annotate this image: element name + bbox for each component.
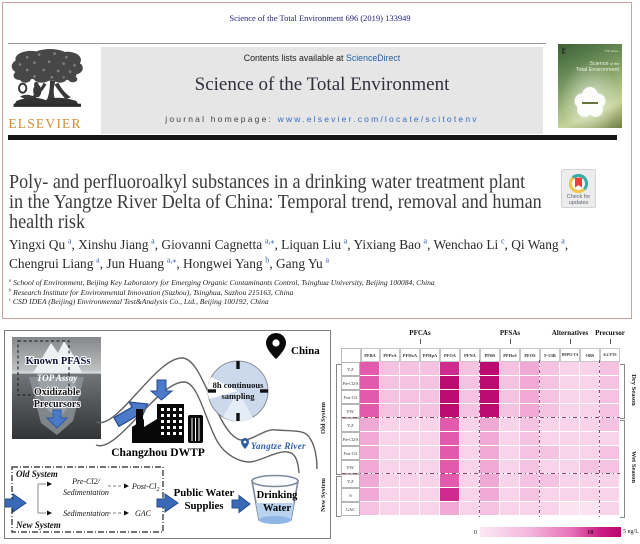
svg-text:Drinking: Drinking <box>257 490 299 501</box>
svg-text:Sedimentation: Sedimentation <box>63 488 109 497</box>
svg-text:Science of the: Science of the <box>589 61 619 67</box>
svg-text:Sedimentation: Sedimentation <box>63 509 109 518</box>
svg-text:Water: Water <box>263 503 291 514</box>
svg-text:Changzhou DWTP: Changzhou DWTP <box>111 447 205 459</box>
svg-text:Precursors: Precursors <box>34 399 81 410</box>
svg-text:Yangtze River: Yangtze River <box>251 441 306 451</box>
svg-text:China: China <box>291 345 320 357</box>
svg-text:Post-Cl2: Post-Cl2 <box>131 482 159 493</box>
svg-text:Old System: Old System <box>16 469 58 479</box>
svg-text:GAC: GAC <box>135 509 152 518</box>
svg-text:Supplies: Supplies <box>184 500 223 512</box>
svg-text:Total Environment: Total Environment <box>576 67 620 73</box>
svg-text:TOP Assay: TOP Assay <box>37 373 78 383</box>
svg-text:Public Water: Public Water <box>174 487 235 499</box>
svg-text:Pre-Cl2/: Pre-Cl2/ <box>71 477 100 486</box>
svg-text:77th issue: 77th issue <box>604 49 618 53</box>
svg-text:New System: New System <box>15 520 61 530</box>
svg-text:Oxidizable: Oxidizable <box>34 387 81 398</box>
svg-text:8h continuous: 8h continuous <box>213 380 264 390</box>
svg-text:sampling: sampling <box>221 391 255 401</box>
svg-text:Known PFASs: Known PFASs <box>26 356 91 367</box>
